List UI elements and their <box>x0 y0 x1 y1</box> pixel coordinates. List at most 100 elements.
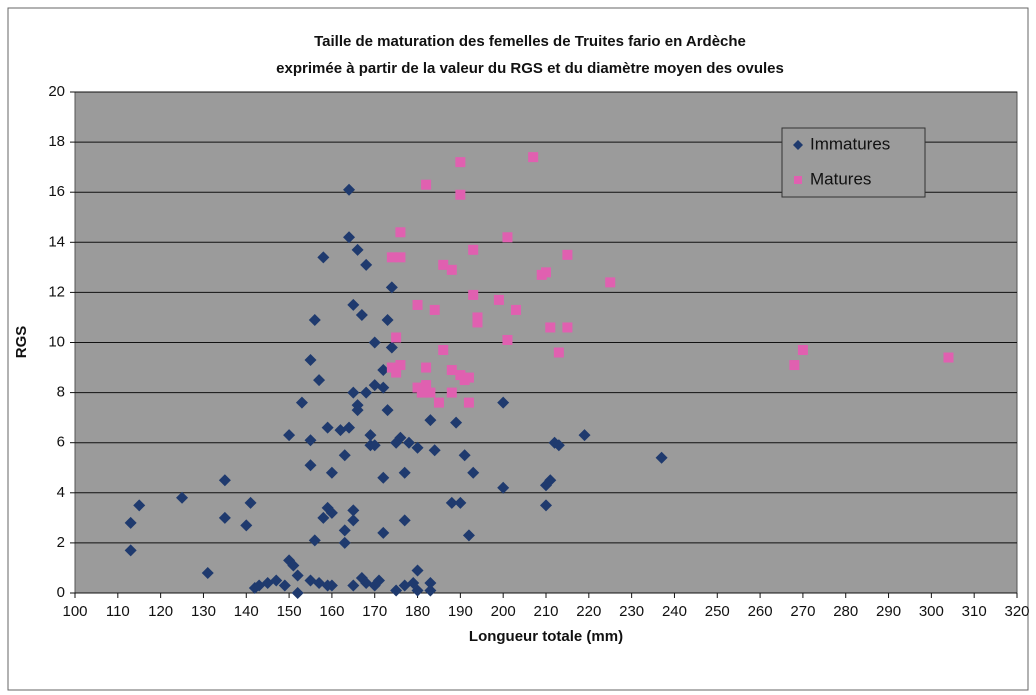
point <box>240 519 253 532</box>
point <box>468 289 479 300</box>
point <box>291 587 304 599</box>
point <box>364 429 377 442</box>
point <box>355 308 368 321</box>
y-tick-label: 18 <box>48 133 65 150</box>
x-tick-label: 120 <box>148 603 173 620</box>
point <box>321 501 334 514</box>
point <box>373 574 386 587</box>
point <box>283 429 296 442</box>
point <box>943 352 954 363</box>
point <box>446 365 457 376</box>
point <box>381 313 394 326</box>
point <box>493 294 504 305</box>
point <box>261 576 274 589</box>
point <box>428 444 441 457</box>
point <box>545 322 556 333</box>
y-tick-label: 10 <box>48 333 65 350</box>
point <box>421 179 432 190</box>
point <box>377 381 390 394</box>
point <box>502 334 513 345</box>
point <box>218 474 231 487</box>
y-axis-label: RGS <box>13 326 30 359</box>
point <box>287 559 300 572</box>
x-tick-label: 240 <box>662 603 687 620</box>
y-tick-label: 14 <box>48 233 65 250</box>
point <box>338 449 351 462</box>
x-tick-label: 210 <box>533 603 558 620</box>
point <box>347 514 360 527</box>
point <box>395 227 406 238</box>
point <box>402 436 415 449</box>
point <box>201 566 214 579</box>
point <box>244 496 257 509</box>
point <box>347 579 360 592</box>
chart-subtitle: exprimée à partir de la valeur du RGS et… <box>276 60 784 77</box>
point <box>133 499 146 512</box>
point <box>562 322 573 333</box>
legend-label: Immatures <box>810 134 890 153</box>
point <box>429 304 440 315</box>
point <box>424 584 437 597</box>
point <box>347 504 360 517</box>
y-tick-label: 2 <box>57 534 65 551</box>
y-tick-label: 6 <box>57 434 65 451</box>
x-tick-label: 190 <box>448 603 473 620</box>
point <box>472 312 483 323</box>
point <box>445 496 458 509</box>
point <box>552 439 565 452</box>
point <box>343 231 356 244</box>
point <box>528 152 539 163</box>
point <box>544 474 557 487</box>
point <box>308 313 321 326</box>
point <box>438 259 449 270</box>
point <box>412 382 423 393</box>
point <box>425 387 436 398</box>
point <box>343 421 356 434</box>
point <box>540 499 552 512</box>
point <box>351 404 364 417</box>
y-tick-label: 8 <box>57 384 65 401</box>
point <box>458 449 471 462</box>
point <box>578 429 591 442</box>
x-tick-label: 320 <box>1004 603 1029 620</box>
point <box>291 569 304 582</box>
point <box>553 347 564 358</box>
x-tick-label: 150 <box>277 603 302 620</box>
point <box>313 576 326 589</box>
point <box>395 252 406 263</box>
point <box>391 332 402 343</box>
point <box>377 364 390 377</box>
point <box>411 584 424 597</box>
y-tick-label: 16 <box>48 183 65 200</box>
point <box>347 298 360 311</box>
x-tick-label: 270 <box>790 603 815 620</box>
point <box>411 441 424 454</box>
point <box>468 244 479 255</box>
legend-label: Matures <box>810 169 871 188</box>
x-tick-label: 300 <box>919 603 944 620</box>
point <box>124 516 137 529</box>
point <box>502 232 513 243</box>
point <box>446 264 457 275</box>
point <box>347 386 360 399</box>
point <box>411 564 424 577</box>
point <box>446 387 457 398</box>
point <box>472 317 483 328</box>
point <box>390 584 403 597</box>
point <box>541 267 551 278</box>
point <box>308 534 321 547</box>
y-tick-label: 0 <box>57 584 65 601</box>
point <box>511 304 522 315</box>
point <box>797 345 808 356</box>
x-tick-label: 180 <box>405 603 430 620</box>
point <box>381 404 394 417</box>
point <box>562 249 573 260</box>
y-tick-label: 20 <box>48 83 65 100</box>
x-tick-label: 260 <box>748 603 773 620</box>
point <box>368 379 381 392</box>
point <box>398 466 411 479</box>
point <box>463 372 474 383</box>
point <box>789 360 800 371</box>
point <box>385 341 398 354</box>
